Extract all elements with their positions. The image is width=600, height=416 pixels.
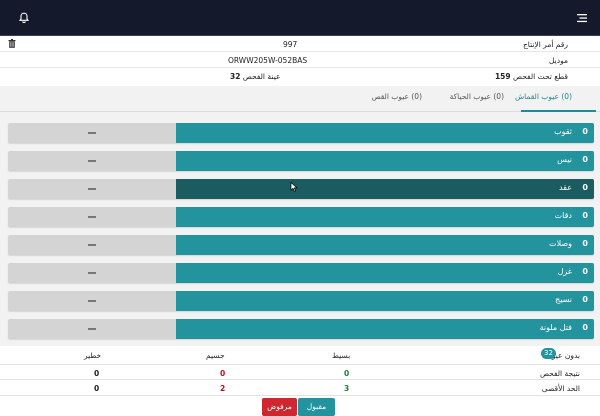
sample-field: عينة الفحص 32 (230, 72, 280, 81)
minus-icon[interactable] (88, 272, 96, 274)
info-row-order: 997 رقم أمر الإنتاج (0, 36, 600, 52)
pieces-label: قطع تحت الفحص (513, 72, 568, 81)
max-major: 2 (220, 384, 226, 393)
defect-stepper[interactable] (8, 207, 176, 227)
defect-row-colored-threads[interactable]: فتل ملونة 0 (8, 319, 594, 339)
defect-count: 0 (582, 155, 588, 164)
minus-icon[interactable] (88, 328, 96, 330)
info-row-model: ORWW205W-052BAS موديل (0, 52, 600, 68)
defect-count: 0 (582, 239, 588, 248)
pieces-value: 159 (494, 72, 511, 81)
tab-fabric-defects[interactable]: (0) عيوب القماش (514, 92, 572, 101)
max-simple: 3 (344, 384, 350, 393)
accept-button[interactable]: مقبول (298, 398, 335, 416)
defect-stepper[interactable] (8, 291, 176, 311)
col-critical: خطير (84, 351, 102, 360)
defect-stepper[interactable] (8, 151, 176, 171)
trash-icon[interactable] (8, 39, 16, 48)
pieces-field: قطع تحت الفحص 159 (495, 72, 568, 81)
no-defects-label: بدون عيوب: (542, 351, 580, 360)
result-major: 0 (220, 369, 226, 378)
defect-row-nis[interactable]: نيس 0 (8, 151, 594, 171)
defect-name: عقد (558, 183, 572, 192)
info-row-pieces: عينة الفحص 32 قطع تحت الفحص 159 (0, 68, 600, 84)
summary-header: بدون عيوب: 32 بسيط جسيم خطير (0, 347, 600, 363)
minus-icon[interactable] (88, 160, 96, 162)
defect-name: دقات (554, 211, 572, 220)
sample-label: عينة الفحص (242, 72, 281, 81)
result-simple: 0 (344, 369, 350, 378)
defect-stepper[interactable] (8, 179, 176, 199)
no-defects-badge: 32 (541, 348, 556, 359)
defect-stepper[interactable] (8, 263, 176, 283)
defect-row-joins[interactable]: وصلات 0 (8, 235, 594, 255)
minus-icon[interactable] (88, 216, 96, 218)
max-label: الحد الأقصى (541, 384, 580, 393)
defect-row-weave[interactable]: نسيج 0 (8, 291, 594, 311)
order-value: 997 (283, 40, 298, 49)
defect-row-holes[interactable]: ثقوب 0 (8, 123, 594, 143)
defect-count: 0 (582, 295, 588, 304)
top-bar (0, 0, 600, 36)
bell-icon[interactable] (18, 12, 30, 24)
sample-value: 32 (230, 72, 241, 81)
model-label: موديل (549, 56, 568, 65)
tab-sewing-defects[interactable]: (0) عيوب الحياكة (449, 92, 504, 101)
minus-icon[interactable] (88, 188, 96, 190)
model-value: ORWW205W-052BAS (228, 56, 308, 65)
defect-count: 0 (582, 267, 588, 276)
defect-name: نيس (557, 155, 572, 164)
col-major: جسيم (206, 351, 225, 360)
defect-count: 0 (582, 183, 588, 192)
defect-stepper[interactable] (8, 123, 176, 143)
minus-icon[interactable] (88, 244, 96, 246)
defect-count: 0 (582, 323, 588, 332)
result-label: نتيجة الفحص (539, 369, 580, 378)
minus-icon[interactable] (88, 300, 96, 302)
defect-name: نسيج (555, 295, 572, 304)
result-critical: 0 (94, 369, 100, 378)
active-tab-indicator (521, 110, 596, 112)
defect-stepper[interactable] (8, 235, 176, 255)
order-label: رقم أمر الإنتاج (522, 40, 568, 49)
defect-tabs: (0) عيوب القماش (0) عيوب الحياكة (0) عيو… (0, 86, 600, 112)
defect-row-knots[interactable]: عقد 0 (8, 179, 594, 199)
max-critical: 0 (94, 384, 100, 393)
defect-stepper[interactable] (8, 319, 176, 339)
defect-name: وصلات (549, 239, 572, 248)
menu-icon[interactable] (576, 12, 588, 24)
max-row: الحد الأقصى 3 2 0 (0, 380, 600, 396)
defect-row-yarn[interactable]: غزل 0 (8, 263, 594, 283)
defect-count: 0 (582, 127, 588, 136)
tab-cutting-defects[interactable]: (0) عيوب القص (371, 92, 422, 101)
defect-row-dots[interactable]: دقات 0 (8, 207, 594, 227)
pointer-cursor-icon (290, 182, 298, 192)
defect-name: غزل (557, 267, 572, 276)
reject-button[interactable]: مرفوض (262, 398, 297, 416)
defect-count: 0 (582, 211, 588, 220)
minus-icon[interactable] (88, 132, 96, 134)
defect-name: ثقوب (554, 127, 572, 136)
defect-name: فتل ملونة (539, 323, 572, 332)
col-simple: بسيط (332, 351, 351, 360)
result-row: نتيجة الفحص 0 0 0 (0, 364, 600, 380)
